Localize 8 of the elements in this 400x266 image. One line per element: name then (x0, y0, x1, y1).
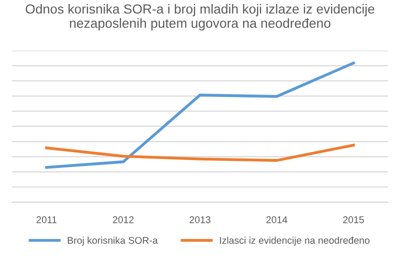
x-tick-label: 2013 (190, 216, 210, 224)
x-tick-label: 2011 (36, 216, 57, 224)
legend-label: Broj korisnika SOR-a (68, 236, 158, 246)
x-tick-label: 2012 (112, 216, 134, 224)
chart-title: Odnos korisnika SOR-a i broj mladih koji izlaze iz evidencije nezaposlenih putem ugovora na neodređeno (26, 4, 374, 30)
x-tick-label: 2015 (343, 216, 364, 224)
x-tick-label: 2014 (266, 216, 288, 224)
legend-label: Izlasci iz evidencije na neodređeno (220, 236, 370, 246)
